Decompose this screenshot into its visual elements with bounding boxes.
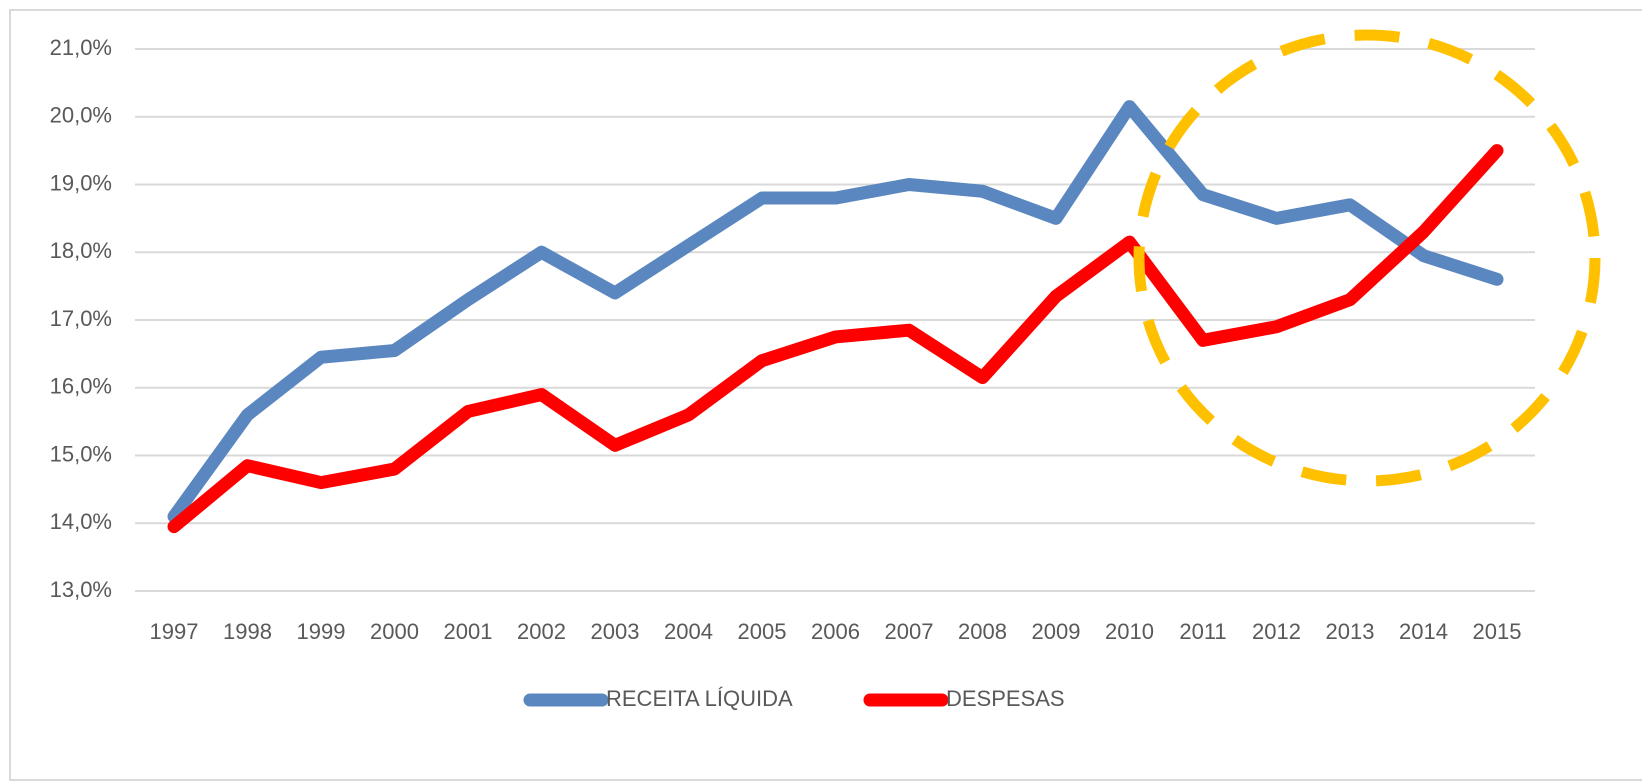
legend: RECEITA LÍQUIDA DESPESAS — [523, 686, 1065, 711]
x-tick-label: 1997 — [150, 619, 199, 644]
x-tick-label: 2008 — [958, 619, 1007, 644]
y-tick-label: 19,0% — [50, 170, 112, 195]
y-tick-label: 16,0% — [50, 374, 112, 399]
x-tick-label: 2012 — [1252, 619, 1301, 644]
legend-label: RECEITA LÍQUIDA — [606, 686, 793, 711]
x-tick-label: 1999 — [297, 619, 346, 644]
series-line — [167, 144, 1504, 534]
grid: 13,0% 14,0% 15,0% 16,0% 17,0% 18,0% 19,0% 20,0%… — [50, 35, 1535, 644]
y-tick-label: 14,0% — [50, 509, 112, 534]
lines — [167, 100, 1504, 534]
x-tick-label: 2000 — [370, 619, 419, 644]
y-tick-label: 21,0% — [50, 35, 112, 60]
series-line — [167, 100, 1504, 523]
x-tick-label: 2010 — [1105, 619, 1154, 644]
y-tick-label: 15,0% — [50, 441, 112, 466]
x-tick-label: 2006 — [811, 619, 860, 644]
y-tick-label: 20,0% — [50, 103, 112, 128]
x-tick-label: 1998 — [223, 619, 272, 644]
x-tick-label: 2002 — [517, 619, 566, 644]
highlight-circle — [1133, 29, 1601, 487]
x-tick-label: 2001 — [444, 619, 493, 644]
y-tick-label: 17,0% — [50, 306, 112, 331]
x-tick-label: 2015 — [1473, 619, 1522, 644]
y-tick-label: 13,0% — [50, 577, 112, 602]
x-tick-label: 2004 — [664, 619, 713, 644]
x-tick-label: 2003 — [591, 619, 640, 644]
x-tick-label: 2014 — [1399, 619, 1448, 644]
x-tick-label: 2011 — [1179, 619, 1226, 644]
y-tick-label: 18,0% — [50, 238, 112, 263]
x-tick-label: 2013 — [1326, 619, 1375, 644]
x-tick-label: 2005 — [738, 619, 787, 644]
x-tick-label: 2007 — [885, 619, 934, 644]
legend-label: DESPESAS — [946, 686, 1065, 711]
x-tick-label: 2009 — [1032, 619, 1081, 644]
chart-border — [9, 9, 1642, 781]
